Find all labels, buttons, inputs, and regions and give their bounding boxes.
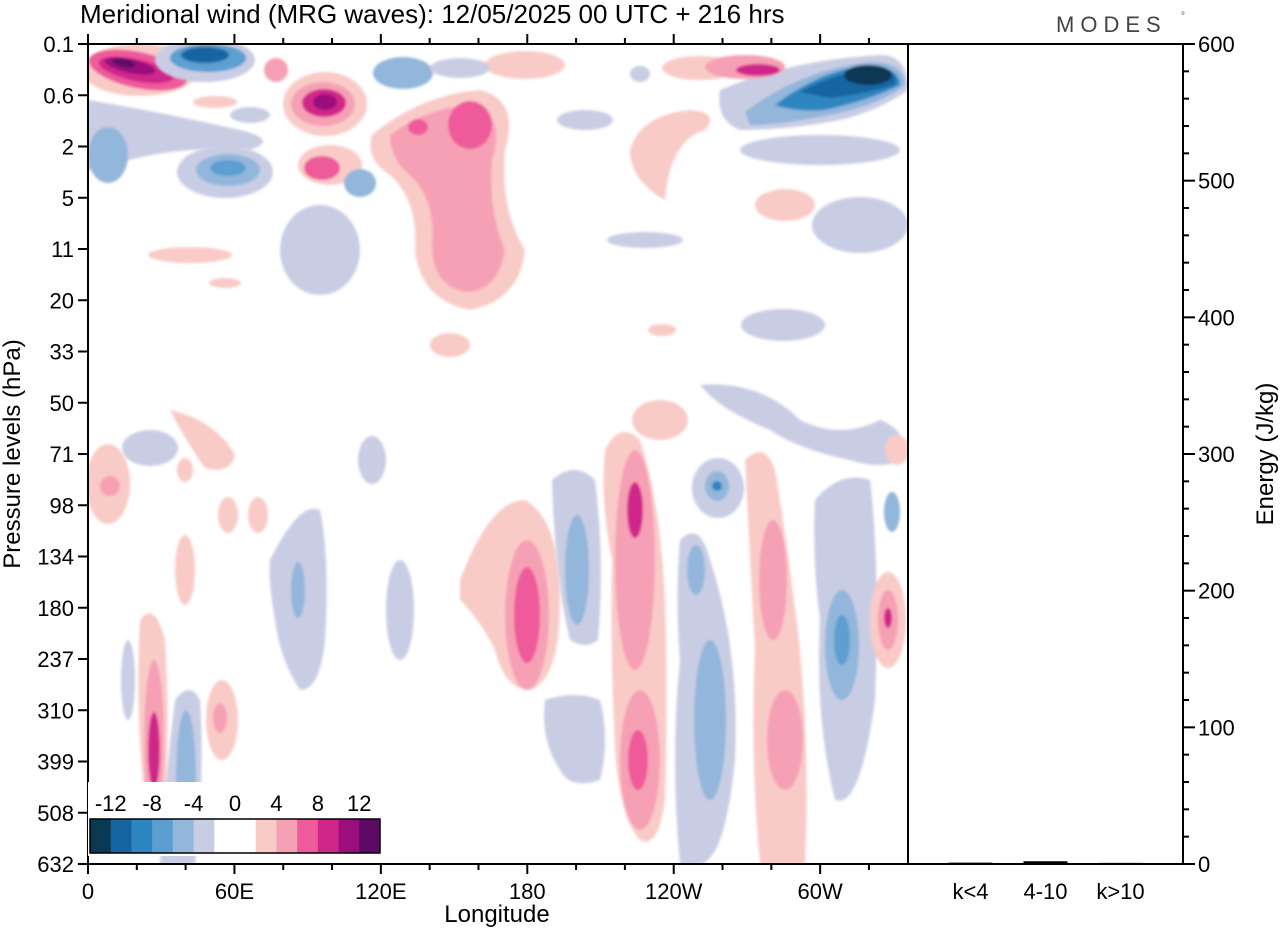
y-tick-label: 50: [50, 391, 74, 416]
colorbar-swatch: [131, 819, 152, 853]
contour-feature: [177, 146, 273, 198]
colorbar-swatch: [194, 819, 215, 853]
colorbar-swatch: [339, 819, 360, 853]
energy-x-axis: k<4 4-10 k>10: [952, 879, 1144, 904]
energy-category-label: k>10: [1096, 879, 1144, 904]
colorbar-label: 0: [229, 791, 241, 816]
x-tick-label: 120W: [645, 879, 703, 904]
contour-plot-area: [82, 38, 909, 864]
colorbar-swatch: [214, 819, 235, 853]
colorbar-swatch: [111, 819, 132, 853]
colorbar-label: -4: [184, 791, 204, 816]
energy-category-label: 4-10: [1023, 879, 1067, 904]
y-axis-label: Pressure levels (hPa): [0, 339, 26, 568]
x-tick-label: 0: [82, 879, 94, 904]
y-tick-label: 71: [50, 442, 74, 467]
energy-tick-label: 600: [1198, 32, 1235, 57]
energy-tick-label: 300: [1198, 442, 1235, 467]
colorbar-swatch: [276, 819, 297, 853]
x-axis-label: Longitude: [444, 901, 549, 928]
colorbar-swatch: [235, 819, 256, 853]
y-tick-label: 237: [37, 647, 74, 672]
modes-logo: MODES: [1056, 12, 1167, 37]
contour-feature: [283, 72, 367, 136]
colorbar-swatch: [90, 819, 111, 853]
x-tick-label: 120E: [355, 879, 406, 904]
y-tick-label: 632: [37, 852, 74, 877]
y-tick-label: 33: [50, 340, 74, 365]
energy-tick-label: 200: [1198, 579, 1235, 604]
y-tick-label: 310: [37, 698, 74, 723]
colorbar: -12 -8 -4 0 4 8 12: [88, 782, 382, 856]
energy-panel-frame: [908, 44, 1183, 864]
y-tick-label: 134: [37, 545, 74, 570]
x-tick-label: 60W: [798, 879, 843, 904]
energy-tick-label: 500: [1198, 169, 1235, 194]
colorbar-swatch: [152, 819, 173, 853]
y-axis-right: 0 100 200 300 400 500 600: [1183, 32, 1235, 877]
y-tick-label: 399: [37, 750, 74, 775]
colorbar-label: -8: [142, 791, 162, 816]
y-tick-label: 98: [50, 493, 74, 518]
colorbar-label: 4: [270, 791, 282, 816]
y-tick-label: 508: [37, 801, 74, 826]
colorbar-swatch: [256, 819, 277, 853]
colorbar-swatch: [297, 819, 318, 853]
energy-category-label: k<4: [952, 879, 988, 904]
y-tick-label: 20: [50, 288, 74, 313]
colorbar-swatch: [318, 819, 339, 853]
chart-title: Meridional wind (MRG waves): 12/05/2025 …: [80, 0, 785, 29]
logo-registered-mark: °: [1181, 11, 1185, 22]
x-tick-label: 60E: [215, 879, 254, 904]
y-tick-label: 5: [62, 186, 74, 211]
y-tick-label: 0.6: [43, 83, 74, 108]
colorbar-label: 12: [347, 791, 371, 816]
colorbar-label: 8: [312, 791, 324, 816]
energy-axis-label: Energy (J/kg): [1252, 383, 1279, 526]
y-tick-label: 0.1: [43, 32, 74, 57]
energy-tick-label: 100: [1198, 715, 1235, 740]
y-tick-label: 180: [37, 596, 74, 621]
colorbar-swatch: [173, 819, 194, 853]
colorbar-swatch: [359, 819, 380, 853]
y-tick-label: 2: [62, 135, 74, 160]
y-tick-label: 11: [51, 237, 74, 262]
energy-tick-label: 400: [1198, 305, 1235, 330]
y-axis-left: 0.1 0.6 2 5 11 20 33 50 71 98 134 180 237 310 399 508 63…: [37, 32, 88, 877]
energy-tick-label: 0: [1198, 852, 1210, 877]
colorbar-label: -12: [95, 791, 127, 816]
